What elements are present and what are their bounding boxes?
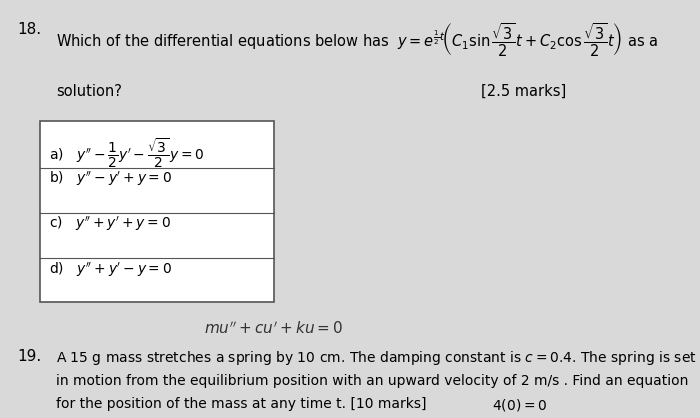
Text: c)   $y'' + y' + y = 0$: c) $y'' + y' + y = 0$ (49, 215, 172, 233)
FancyBboxPatch shape (39, 121, 274, 302)
Text: d)   $y'' + y' - y = 0$: d) $y'' + y' - y = 0$ (49, 260, 172, 278)
Text: [2.5 marks]: [2.5 marks] (481, 84, 566, 99)
Text: 19.: 19. (18, 349, 42, 364)
Text: for the position of the mass at any time t. [10 marks]: for the position of the mass at any time… (56, 397, 426, 411)
Text: A 15 g mass stretches a spring by 10 cm. The damping constant is $c = 0.4$. The : A 15 g mass stretches a spring by 10 cm.… (56, 349, 696, 367)
Text: b)   $y'' - y' + y = 0$: b) $y'' - y' + y = 0$ (49, 170, 172, 188)
Text: a)   $y'' - \dfrac{1}{2}y' - \dfrac{\sqrt{3}}{2}y = 0$: a) $y'' - \dfrac{1}{2}y' - \dfrac{\sqrt{… (49, 137, 204, 171)
Text: solution?: solution? (56, 84, 122, 99)
Text: in motion from the equilibrium position with an upward velocity of 2 m/s . Find : in motion from the equilibrium position … (56, 374, 688, 388)
Text: $4(0) = 0$: $4(0) = 0$ (491, 397, 547, 413)
Text: Which of the differential equations below has  $y = e^{\frac{1}{2}t}\!\left( C_1: Which of the differential equations belo… (56, 22, 658, 59)
Text: 18.: 18. (18, 22, 42, 37)
Text: $mu'' + cu' + ku = 0$: $mu'' + cu' + ku = 0$ (204, 320, 343, 337)
